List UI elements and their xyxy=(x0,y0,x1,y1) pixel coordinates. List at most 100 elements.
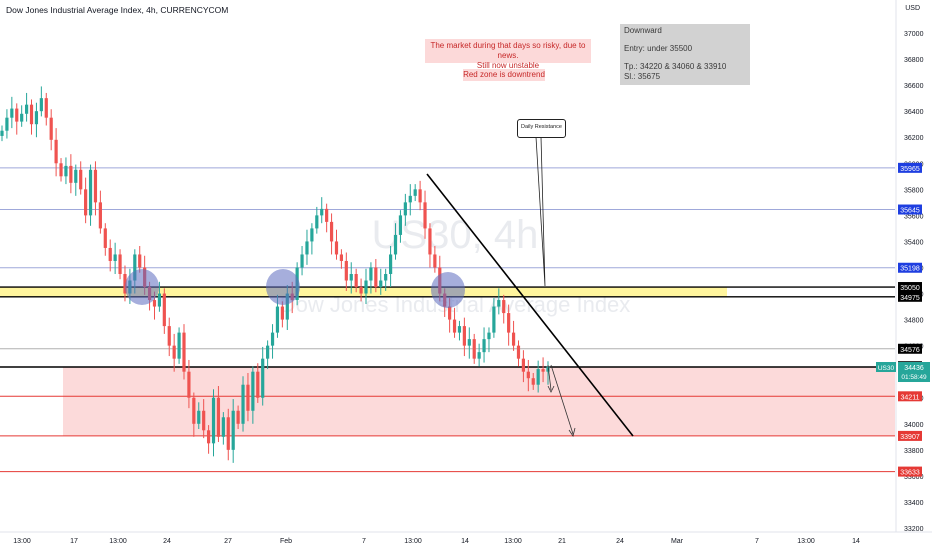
candle-body-84 xyxy=(413,189,417,196)
candle-body-40 xyxy=(197,410,201,424)
y-tick-label-16: 36400 xyxy=(904,109,924,116)
candle-body-62 xyxy=(305,241,309,255)
candle-body-50 xyxy=(246,384,250,411)
price-label-3: 35050 xyxy=(900,285,920,292)
candle-body-104 xyxy=(511,332,516,346)
candle-body-108 xyxy=(531,378,535,385)
price-label-4: 34975 xyxy=(900,295,920,302)
candle-body-83 xyxy=(408,195,412,203)
projection-arrow-1 xyxy=(547,364,552,391)
price-label-bg-2 xyxy=(898,262,922,273)
y-tick-label-1: 33400 xyxy=(904,500,924,507)
candle-body-28 xyxy=(138,254,142,268)
candle-body-13 xyxy=(64,165,68,177)
x-tick-label-9: 13:00 xyxy=(504,538,522,545)
y-tick-label-4: 34000 xyxy=(904,422,924,429)
candle-body-91 xyxy=(448,306,452,320)
candle-body-65 xyxy=(320,208,324,216)
y-tick-label-18: 36800 xyxy=(904,57,924,64)
x-tick-label-3: 24 xyxy=(163,538,171,545)
red-downtrend-zone xyxy=(63,367,895,436)
candle-body-102 xyxy=(502,300,506,314)
callout-pointer xyxy=(535,136,546,287)
candle-body-49 xyxy=(241,384,245,424)
price-label-0: 35965 xyxy=(900,166,920,173)
y-tick-label-12: 35600 xyxy=(904,213,924,220)
candle-body-15 xyxy=(74,169,78,183)
current-countdown: 01:58:49 xyxy=(901,374,927,381)
candle-body-18 xyxy=(88,169,93,216)
candle-body-58 xyxy=(285,293,289,320)
price-label-2: 35198 xyxy=(900,266,920,273)
candle-body-42 xyxy=(206,430,211,444)
x-tick-label-7: 13:00 xyxy=(404,538,422,545)
candle-body-72 xyxy=(354,274,358,288)
candle-body-79 xyxy=(388,254,393,274)
candle-body-88 xyxy=(433,254,437,268)
signal-direction: Downward xyxy=(624,26,662,35)
candle-body-56 xyxy=(275,306,280,333)
candle-body-55 xyxy=(270,332,275,346)
current-price: 34436 xyxy=(904,365,924,372)
candle-body-71 xyxy=(349,274,353,281)
candle-body-48 xyxy=(236,410,240,424)
candle-body-99 xyxy=(487,332,491,340)
candle-body-36 xyxy=(177,332,181,359)
candle-body-74 xyxy=(364,280,368,294)
candle-body-82 xyxy=(403,202,407,216)
candle-body-41 xyxy=(202,410,206,431)
candle-body-32 xyxy=(157,293,162,307)
daily-resistance-callout: Daily Resistance xyxy=(517,119,566,138)
current-symbol: US30 xyxy=(878,365,895,372)
candle-body-20 xyxy=(98,202,102,229)
candle-body-68 xyxy=(334,241,339,255)
candle-body-67 xyxy=(329,221,334,242)
x-tick-label-13: 7 xyxy=(755,538,759,545)
candle-body-47 xyxy=(231,410,235,450)
candle-body-70 xyxy=(344,260,348,281)
candle-body-1 xyxy=(5,117,9,131)
candle-body-33 xyxy=(162,293,166,327)
red-zone-note: Red zone is downtrend xyxy=(463,69,545,81)
candle-body-9 xyxy=(44,98,48,118)
candle-body-43 xyxy=(211,397,216,444)
candle-body-63 xyxy=(310,228,314,242)
candle-body-111 xyxy=(546,366,550,372)
price-label-bg-3 xyxy=(898,282,922,293)
x-tick-label-11: 24 xyxy=(616,538,624,545)
candle-body-101 xyxy=(497,300,501,307)
candle-body-5 xyxy=(24,104,29,114)
candle-body-52 xyxy=(256,371,260,398)
candle-body-86 xyxy=(423,202,427,229)
candle-body-107 xyxy=(526,371,530,379)
price-scale-unit: USD xyxy=(905,5,920,12)
y-tick-label-2: 33600 xyxy=(904,474,924,481)
candle-body-77 xyxy=(379,280,383,288)
current-symbol-bg xyxy=(876,362,896,373)
touch-circle-1 xyxy=(266,269,300,305)
y-tick-label-13: 35800 xyxy=(904,187,924,194)
candle-body-7 xyxy=(34,111,39,125)
candle-body-76 xyxy=(374,267,378,288)
x-tick-label-15: 14 xyxy=(852,538,860,545)
candle-body-11 xyxy=(54,139,58,164)
price-label-bg-5 xyxy=(898,343,922,354)
candle-body-16 xyxy=(79,169,83,190)
candle-body-78 xyxy=(384,274,388,281)
current-price-bg xyxy=(898,362,930,383)
signal-tp: Tp.: 34220 & 34060 & 33910 xyxy=(624,62,727,71)
price-label-bg-9 xyxy=(898,430,922,441)
risk-note-line2: Still now unstable xyxy=(476,61,540,70)
candle-body-3 xyxy=(15,108,19,122)
candle-body-27 xyxy=(133,254,137,281)
candle-body-2 xyxy=(10,108,14,118)
candle-body-4 xyxy=(20,113,24,122)
candle-body-45 xyxy=(221,417,225,437)
x-tick-label-8: 14 xyxy=(461,538,469,545)
x-tick-label-0: 13:00 xyxy=(13,538,31,545)
candle-body-39 xyxy=(192,397,196,424)
candle-body-73 xyxy=(359,287,363,294)
candle-body-46 xyxy=(226,417,230,450)
signal-note: Downward Entry: under 35500 Tp.: 34220 &… xyxy=(620,24,750,85)
